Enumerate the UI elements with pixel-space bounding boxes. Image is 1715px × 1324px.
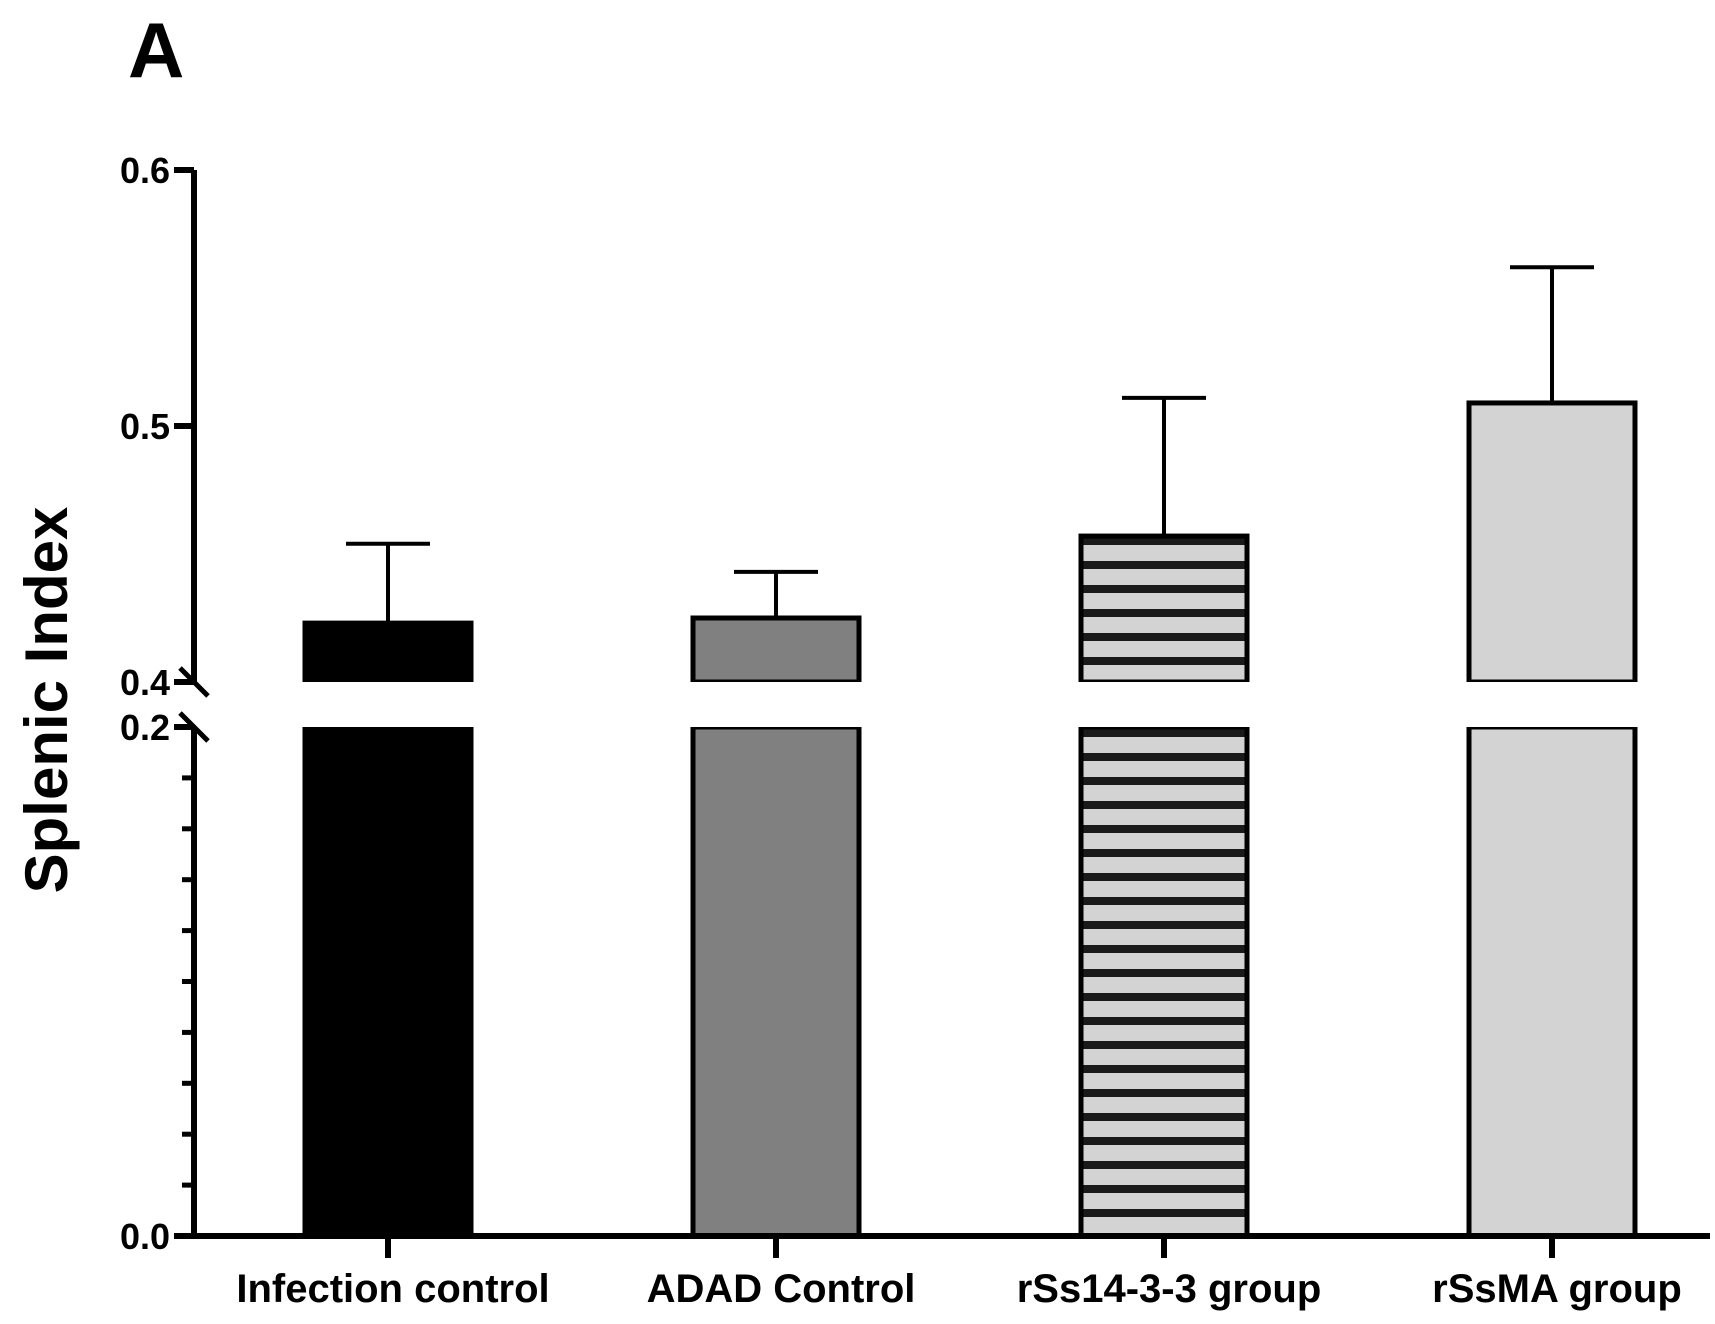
axis-layer: Infection control ADAD Control rSs14-3-3 g… <box>120 150 1710 1311</box>
y-tick-label: 0.5 <box>120 406 170 447</box>
bar-upper <box>1466 400 1638 685</box>
bar-break-gap <box>689 682 863 727</box>
bar-break-gap <box>1077 682 1251 727</box>
y-tick-label: 0.6 <box>120 150 170 191</box>
bar-lower <box>690 724 862 1239</box>
bar-lower <box>1466 724 1638 1239</box>
y-tick-label: 0.4 <box>120 662 170 703</box>
bars-layer <box>301 265 1639 1239</box>
x-category-label: rSs14-3-3 group <box>1017 1267 1322 1311</box>
y-tick-label: 0.0 <box>120 1216 170 1257</box>
bar-lower <box>302 724 474 1239</box>
x-category-label: ADAD Control <box>647 1267 916 1311</box>
bar-lower <box>1078 724 1250 1239</box>
x-category-label: Infection control <box>236 1267 549 1311</box>
y-tick-label: 0.2 <box>120 707 170 748</box>
bar-upper <box>690 615 862 685</box>
panel-label: A <box>128 6 184 94</box>
y-axis-title: Splenic Index <box>13 507 80 894</box>
bar-upper <box>302 620 474 685</box>
bar-upper <box>1078 533 1250 685</box>
bar-break-gap <box>1465 682 1639 727</box>
bar-break-gap <box>301 682 475 727</box>
x-category-label: rSsMA group <box>1432 1267 1682 1311</box>
